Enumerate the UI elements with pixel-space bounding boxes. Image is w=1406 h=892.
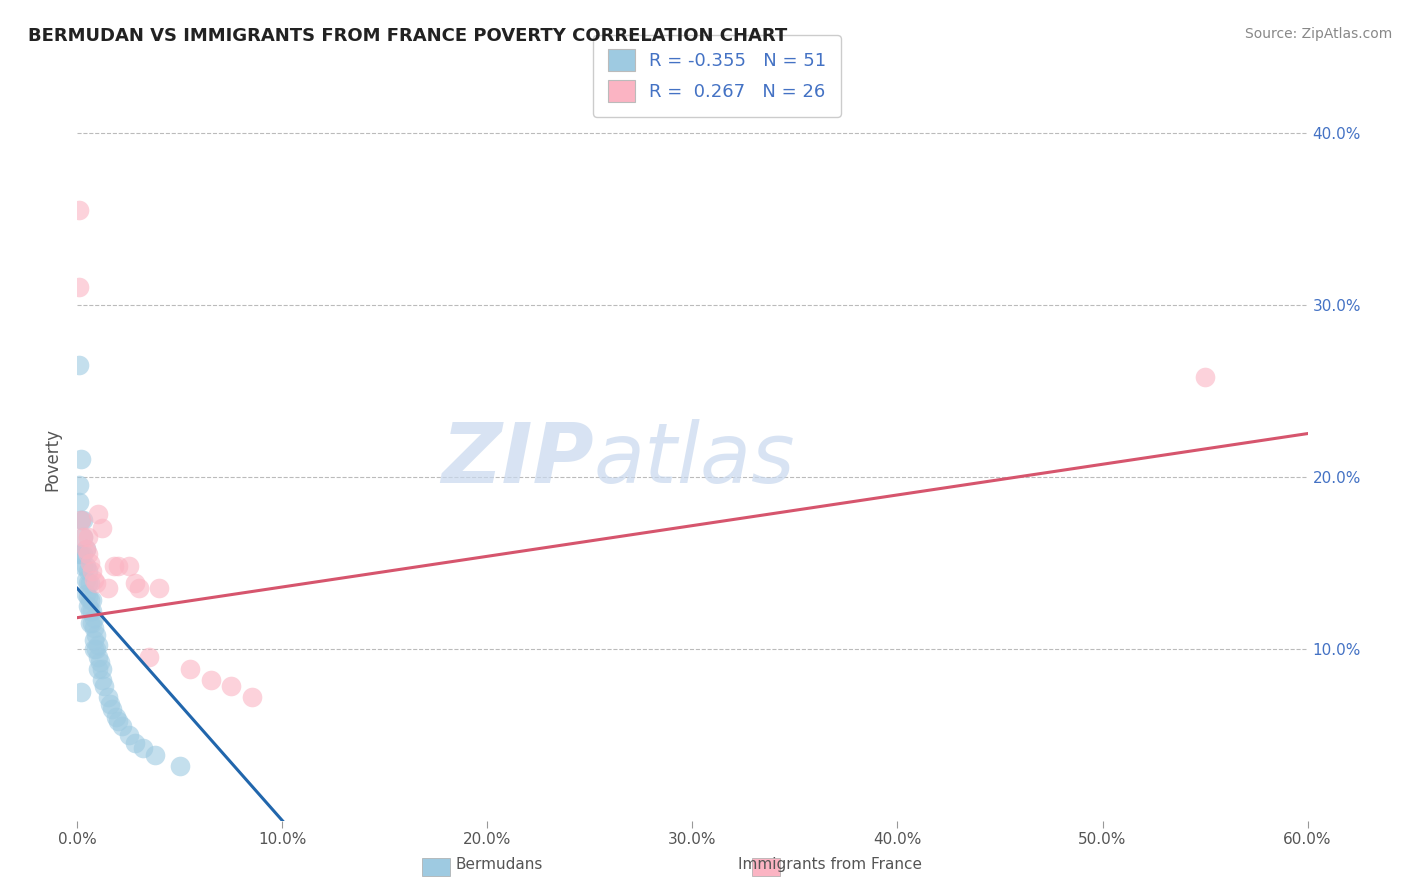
Point — [76, 590, 98, 604]
Point — [87, 662, 110, 676]
Point — [148, 582, 170, 596]
Point — [132, 741, 155, 756]
Point — [67, 358, 90, 372]
Point — [98, 697, 121, 711]
Point — [76, 576, 98, 591]
Point — [75, 541, 97, 556]
Point — [83, 621, 105, 635]
Point — [75, 559, 97, 574]
Point — [76, 547, 98, 561]
Point — [83, 573, 105, 587]
Point — [90, 662, 114, 676]
Point — [80, 604, 103, 618]
Point — [76, 564, 98, 578]
Point — [79, 593, 101, 607]
Point — [138, 650, 160, 665]
Point — [79, 615, 101, 630]
Point — [93, 680, 115, 694]
Point — [75, 586, 97, 600]
Text: BERMUDAN VS IMMIGRANTS FROM FRANCE POVERTY CORRELATION CHART: BERMUDAN VS IMMIGRANTS FROM FRANCE POVER… — [28, 27, 787, 45]
Point — [105, 710, 128, 724]
Point — [79, 604, 101, 618]
Point — [67, 202, 90, 217]
Point — [80, 564, 103, 578]
Point — [76, 599, 98, 613]
Point — [72, 513, 94, 527]
Point — [97, 582, 120, 596]
Point — [79, 576, 101, 591]
Point — [107, 559, 129, 574]
Point — [124, 576, 146, 591]
Point — [70, 547, 93, 561]
Text: Immigrants from France: Immigrants from France — [738, 857, 921, 871]
Point — [143, 748, 166, 763]
Y-axis label: Poverty: Poverty — [44, 428, 62, 491]
Point — [219, 680, 242, 694]
Point — [72, 530, 94, 544]
Text: ZIP: ZIP — [441, 419, 595, 500]
Point — [67, 478, 90, 492]
Point — [128, 582, 150, 596]
Point — [84, 641, 107, 656]
Point — [67, 547, 90, 561]
Point — [79, 556, 101, 570]
Point — [72, 530, 94, 544]
Point — [90, 521, 114, 535]
Point — [200, 673, 222, 687]
Point — [84, 576, 107, 591]
Point — [87, 508, 110, 522]
Text: atlas: atlas — [595, 419, 796, 500]
Point — [89, 656, 111, 670]
Point — [87, 650, 110, 665]
Point — [70, 684, 93, 698]
Point — [83, 633, 105, 648]
Point — [76, 530, 98, 544]
Point — [1194, 369, 1216, 384]
Text: Source: ZipAtlas.com: Source: ZipAtlas.com — [1244, 27, 1392, 41]
Legend: R = -0.355   N = 51, R =  0.267   N = 26: R = -0.355 N = 51, R = 0.267 N = 26 — [593, 35, 841, 117]
Point — [97, 690, 120, 704]
Point — [67, 280, 90, 294]
Point — [80, 593, 103, 607]
Point — [67, 495, 90, 509]
Point — [75, 541, 97, 556]
Point — [117, 559, 139, 574]
Point — [124, 736, 146, 750]
Point — [72, 559, 94, 574]
Point — [107, 714, 129, 728]
Point — [87, 638, 110, 652]
Point — [70, 452, 93, 467]
Point — [75, 573, 97, 587]
Point — [83, 641, 105, 656]
Point — [103, 559, 125, 574]
Point — [83, 610, 105, 624]
Point — [70, 513, 93, 527]
Point — [72, 547, 94, 561]
Text: Bermudans: Bermudans — [456, 857, 543, 871]
Point — [169, 758, 191, 772]
Point — [111, 719, 134, 733]
Point — [101, 702, 124, 716]
Point — [80, 615, 103, 630]
Point — [240, 690, 263, 704]
Point — [70, 513, 93, 527]
Point — [90, 673, 114, 687]
Point — [117, 728, 139, 742]
Point — [179, 662, 201, 676]
Point — [84, 628, 107, 642]
